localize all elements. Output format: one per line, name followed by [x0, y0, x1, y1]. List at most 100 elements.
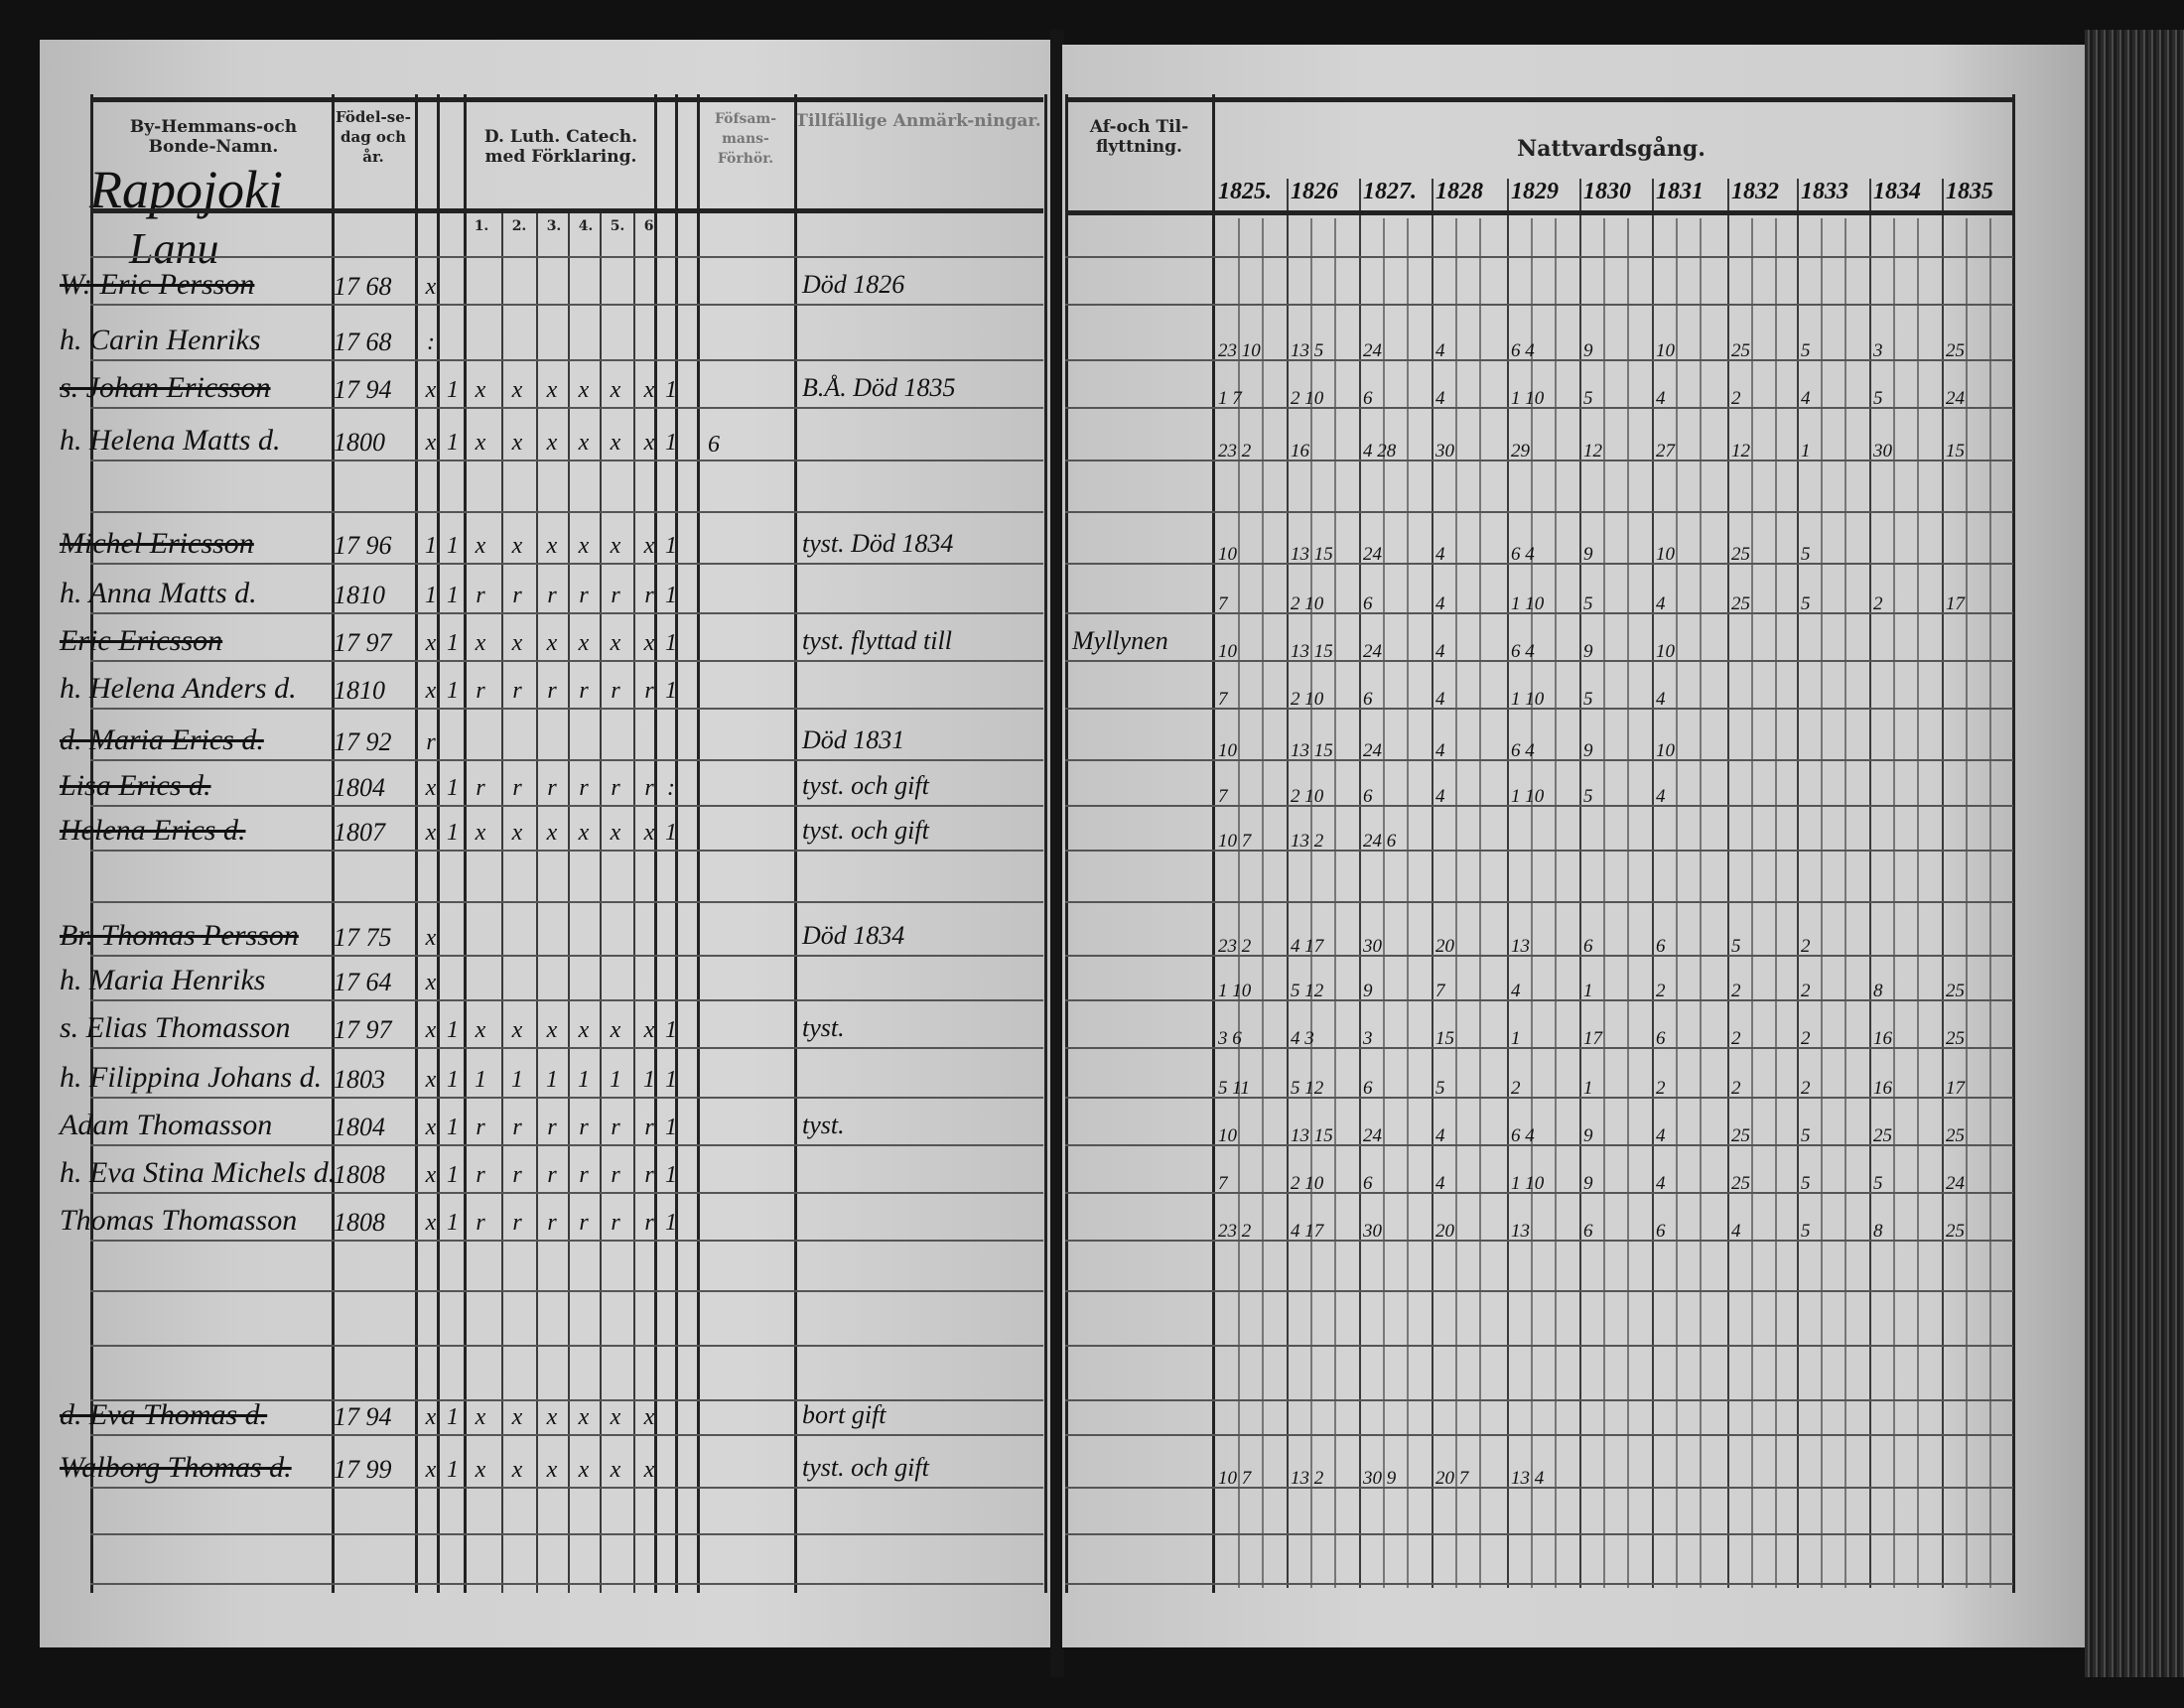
communion-entry: 24 — [1946, 388, 1965, 409]
catechism-mark: x — [578, 377, 590, 403]
column-rule — [90, 94, 93, 1593]
forhor-mark: 6 — [708, 432, 720, 458]
row-rule — [90, 1240, 1043, 1242]
catechism-mark: r — [579, 775, 589, 801]
communion-entry: 5 — [1583, 786, 1593, 807]
catechism-mark: r — [644, 1115, 654, 1140]
catechism-mark: r — [476, 775, 485, 801]
communion-entry: 24 — [1363, 1125, 1382, 1146]
column-rule — [1700, 218, 1702, 1588]
communion-entry: 4 — [1731, 1221, 1741, 1242]
communion-entry: 13 5 — [1291, 340, 1324, 361]
communion-entry: 25 — [1946, 1028, 1965, 1049]
communion-entry: 5 — [1583, 689, 1593, 710]
catechism-mark: 1 — [447, 1404, 459, 1430]
catechism-mark: x — [546, 377, 558, 403]
communion-entry: 25 — [1946, 1125, 1965, 1146]
birth-year: 17 68 — [334, 272, 392, 301]
column-rule — [1507, 179, 1509, 1588]
communion-entry: 3 — [1363, 1028, 1373, 1049]
row-rule — [1065, 1399, 2013, 1401]
catechism-mark: 1 — [665, 630, 677, 656]
communion-entry: 2 10 — [1291, 388, 1324, 409]
communion-entry: 5 — [1873, 388, 1883, 409]
birth-year: 17 94 — [334, 1402, 392, 1431]
catechism-part-number: 6. — [643, 218, 659, 234]
person-name: Helena Erics d. — [60, 814, 246, 847]
catechism-mark: x — [546, 630, 558, 656]
catechism-mark: x — [546, 1404, 558, 1430]
catechism-mark: x — [643, 1457, 655, 1483]
catechism-mark: 1 — [665, 1067, 677, 1093]
person-name: h. Anna Matts d. — [60, 577, 257, 609]
communion-entry: 13 2 — [1291, 1468, 1324, 1489]
catechism-mark: r — [611, 1162, 620, 1188]
row-rule — [1065, 1290, 2013, 1292]
birth-year: 1803 — [334, 1065, 385, 1094]
communion-entry: 16 — [1873, 1078, 1892, 1099]
column-rule — [1603, 218, 1605, 1588]
row-rule — [1065, 1097, 2013, 1099]
catechism-mark: x — [425, 377, 437, 403]
column-rule — [1966, 218, 1968, 1588]
person-name: s. Johan Ericsson — [60, 371, 271, 404]
communion-entry: 6 — [1583, 936, 1593, 957]
header-forhor: Föfsam-mans-Förhör. — [714, 111, 777, 167]
row-rule — [1065, 708, 2013, 710]
catechism-mark: x — [425, 1404, 437, 1430]
communion-entry: 5 — [1801, 1125, 1811, 1146]
person-name: d. Eva Thomas d. — [60, 1398, 268, 1431]
communion-entry: 20 — [1435, 1221, 1454, 1242]
catechism-mark: 1 — [447, 1162, 459, 1188]
catechism-mark: x — [643, 820, 655, 846]
row-rule — [90, 1487, 1043, 1489]
row-rule — [1065, 805, 2013, 807]
communion-entry: 25 — [1946, 340, 1965, 361]
person-name: Br. Thomas Persson — [60, 919, 299, 952]
communion-entry: 1 7 — [1218, 388, 1242, 409]
catechism-mark: x — [578, 1457, 590, 1483]
catechism-mark: x — [511, 1017, 523, 1043]
row-rule — [1065, 1345, 2013, 1347]
communion-entry: 4 — [1435, 593, 1445, 614]
catechism-part-number: 2. — [511, 218, 527, 234]
catechism-mark: r — [476, 1162, 485, 1188]
communion-entry: 6 — [1363, 1078, 1373, 1099]
catechism-mark: x — [425, 1457, 437, 1483]
communion-entry: 9 — [1363, 981, 1373, 1001]
column-rule — [675, 94, 678, 1593]
row-rule — [1065, 304, 2013, 306]
row-rule — [90, 1192, 1043, 1194]
person-name: W: Eric Persson — [60, 268, 255, 301]
year-header: 1833 — [1801, 179, 1848, 204]
communion-entry: 17 — [1583, 1028, 1602, 1049]
communion-entry: 2 — [1656, 981, 1666, 1001]
communion-entry: 4 17 — [1291, 1221, 1324, 1242]
communion-entry: 4 28 — [1363, 441, 1397, 461]
catechism-mark: r — [547, 678, 557, 704]
row-rule — [1065, 563, 2013, 565]
communion-entry: 2 10 — [1291, 786, 1324, 807]
catechism-mark: r — [476, 1115, 485, 1140]
communion-entry: 5 — [1435, 1078, 1445, 1099]
column-rule — [1238, 218, 1240, 1588]
communion-entry: 6 — [1363, 786, 1373, 807]
row-rule — [1065, 1487, 2013, 1489]
person-name: Thomas Thomasson — [60, 1204, 298, 1237]
communion-entry: 6 4 — [1511, 340, 1535, 361]
catechism-mark: 1 — [447, 1457, 459, 1483]
catechism-mark: x — [511, 533, 523, 559]
row-rule — [90, 407, 1043, 409]
catechism-mark: x — [511, 1404, 523, 1430]
communion-entry: 1 — [1801, 441, 1811, 461]
catechism-mark: r — [644, 583, 654, 608]
remark: bort gift — [802, 1400, 887, 1429]
catechism-mark: 1 — [511, 1067, 523, 1093]
birth-year: 17 68 — [334, 328, 392, 356]
row-rule — [90, 612, 1043, 614]
person-name: s. Elias Thomasson — [60, 1011, 291, 1044]
catechism-mark: x — [578, 1404, 590, 1430]
column-rule — [415, 94, 418, 1593]
communion-entry: 24 6 — [1363, 831, 1397, 852]
communion-entry: 2 — [1731, 1028, 1741, 1049]
